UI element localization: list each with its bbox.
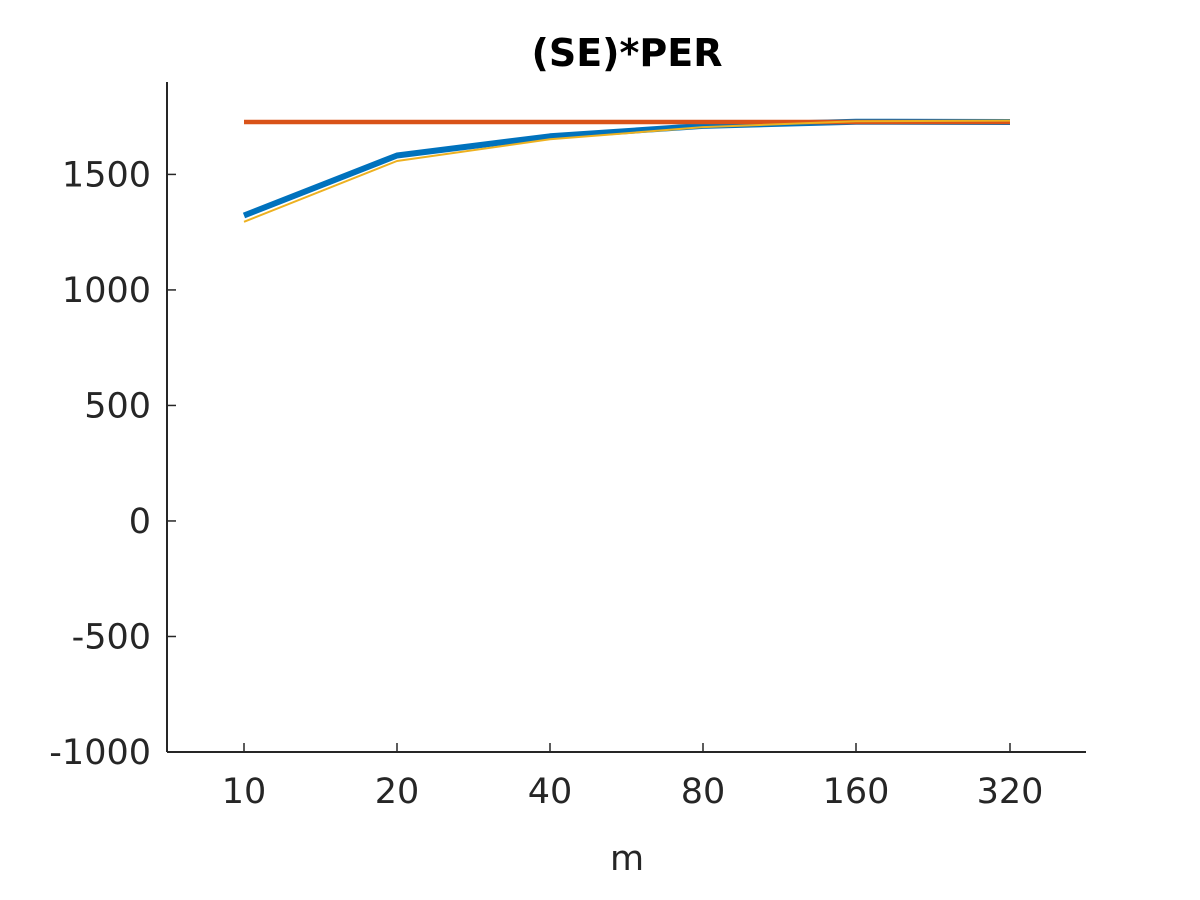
chart-title: (SE)*PER: [531, 31, 722, 75]
y-tick-label: 1000: [62, 271, 151, 311]
series-line-1: [242, 118, 1011, 219]
x-tick-label: 10: [222, 772, 267, 812]
y-tick-label: 0: [129, 502, 151, 542]
y-tick-label: -500: [72, 617, 151, 657]
x-tick-label: 40: [528, 772, 573, 812]
x-tick-label: 20: [375, 772, 420, 812]
x-axis-label: m: [610, 839, 644, 879]
series-line-3: [243, 119, 1011, 223]
x-ticks: 10 20 40 80 160 320: [222, 743, 1044, 812]
y-tick-label: 1500: [62, 155, 151, 195]
y-ticks: -1000 -500 0 500 1000 1500: [49, 155, 176, 773]
y-tick-label: -1000: [49, 733, 151, 773]
x-tick-label: 80: [681, 772, 726, 812]
x-tick-label: 320: [977, 772, 1044, 812]
y-tick-label: 500: [84, 386, 151, 426]
x-tick-label: 160: [823, 772, 890, 812]
series-layer: [242, 118, 1011, 223]
